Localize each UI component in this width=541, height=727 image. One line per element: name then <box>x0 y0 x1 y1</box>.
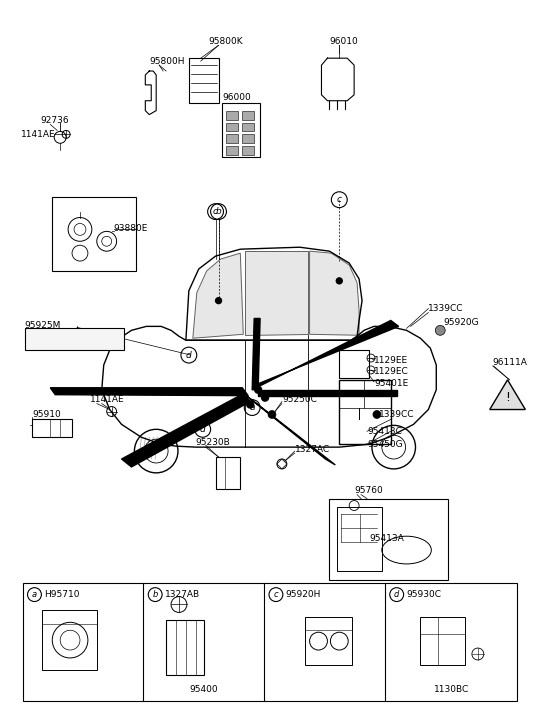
Bar <box>23 583 517 702</box>
Text: 96010: 96010 <box>329 37 358 46</box>
Text: 96000: 96000 <box>222 93 251 103</box>
Polygon shape <box>309 251 359 335</box>
Text: !: ! <box>505 391 510 404</box>
Text: 92736: 92736 <box>41 116 69 125</box>
Circle shape <box>268 411 276 419</box>
Polygon shape <box>252 318 260 390</box>
Bar <box>242 146 254 155</box>
Text: 95930C: 95930C <box>407 590 441 599</box>
Text: H95710: H95710 <box>44 590 80 599</box>
Bar <box>242 111 254 119</box>
Text: 1327AC: 1327AC <box>295 445 330 454</box>
Text: 95401E: 95401E <box>374 379 408 388</box>
Bar <box>227 123 239 132</box>
Polygon shape <box>252 321 399 390</box>
Text: 95925M: 95925M <box>24 321 61 330</box>
Circle shape <box>436 326 445 335</box>
Polygon shape <box>193 253 243 338</box>
Text: 95910: 95910 <box>32 410 61 419</box>
Circle shape <box>262 394 268 401</box>
Text: 95450G: 95450G <box>367 440 403 449</box>
Text: a: a <box>249 403 255 412</box>
Text: 95400: 95400 <box>189 685 218 694</box>
Text: 95800H: 95800H <box>149 57 185 65</box>
Text: 1339CC: 1339CC <box>428 304 464 313</box>
Bar <box>242 123 254 132</box>
Text: c: c <box>213 207 218 216</box>
Text: 95413C: 95413C <box>367 427 402 435</box>
Bar <box>166 620 204 675</box>
Bar <box>215 457 240 489</box>
Text: 1327AB: 1327AB <box>165 590 200 599</box>
Text: 1339CC: 1339CC <box>379 410 414 419</box>
Text: b: b <box>153 590 158 599</box>
Bar <box>227 134 239 143</box>
Text: 1141AE: 1141AE <box>90 395 124 404</box>
Text: c: c <box>274 590 278 599</box>
Text: 95230B: 95230B <box>196 438 230 446</box>
Bar <box>227 111 239 119</box>
Text: 1129EC: 1129EC <box>374 367 408 377</box>
Text: 96111A: 96111A <box>493 358 527 366</box>
Polygon shape <box>50 387 248 395</box>
Text: 95920H: 95920H <box>286 590 321 599</box>
Bar <box>420 617 465 665</box>
Text: a: a <box>32 590 37 599</box>
Text: 95760: 95760 <box>354 486 383 495</box>
Bar <box>52 197 136 271</box>
Circle shape <box>239 391 246 398</box>
Circle shape <box>215 297 221 304</box>
Bar <box>32 419 72 437</box>
Text: 95800K: 95800K <box>209 37 243 46</box>
Bar <box>305 617 352 665</box>
Circle shape <box>255 386 262 393</box>
Circle shape <box>373 411 381 419</box>
Text: d: d <box>394 590 399 599</box>
Bar <box>42 611 97 670</box>
Text: 93880E: 93880E <box>114 224 148 233</box>
Bar <box>227 146 239 155</box>
Circle shape <box>247 401 254 408</box>
Bar <box>222 103 260 157</box>
Text: b: b <box>216 207 221 216</box>
Bar <box>337 507 382 571</box>
Text: 1141AE: 1141AE <box>21 130 55 139</box>
Polygon shape <box>246 395 335 465</box>
Text: 95413A: 95413A <box>369 534 404 542</box>
Text: 95250C: 95250C <box>282 395 317 404</box>
Bar <box>24 329 123 350</box>
Bar <box>339 379 391 444</box>
Circle shape <box>337 278 342 284</box>
Text: d: d <box>200 425 206 434</box>
Text: c: c <box>337 196 342 204</box>
Polygon shape <box>122 394 250 467</box>
Bar <box>189 58 219 103</box>
Text: 1130BC: 1130BC <box>433 685 469 694</box>
Polygon shape <box>245 251 308 335</box>
Bar <box>329 499 448 579</box>
Polygon shape <box>258 390 397 395</box>
Bar <box>242 134 254 143</box>
Bar <box>339 350 369 378</box>
Text: 1129EE: 1129EE <box>374 356 408 364</box>
Text: d: d <box>186 350 192 360</box>
Polygon shape <box>490 379 525 409</box>
Text: 95920G: 95920G <box>443 318 479 327</box>
